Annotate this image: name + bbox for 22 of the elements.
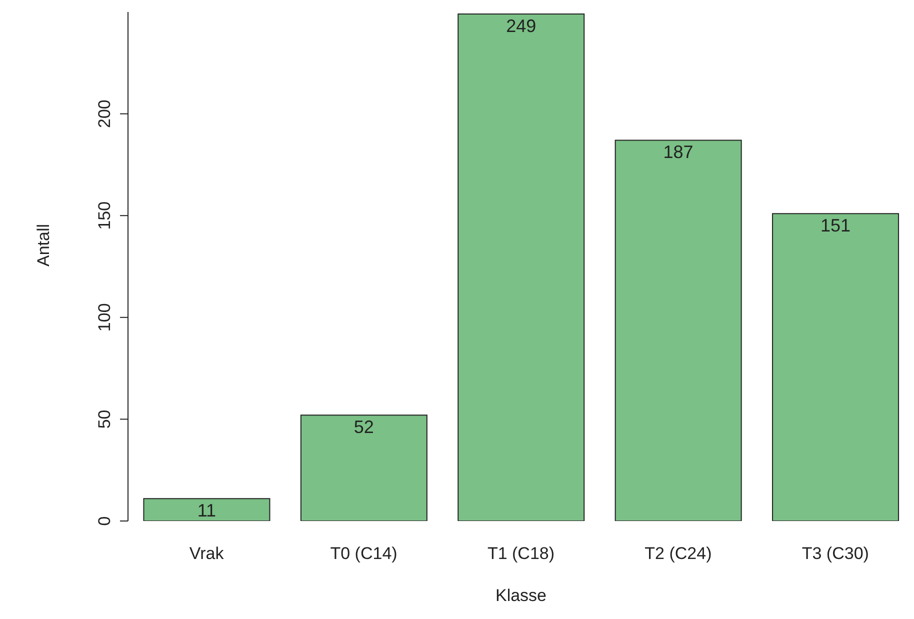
bar: [614, 140, 742, 521]
data-label: 11: [197, 500, 216, 520]
bar: [143, 498, 270, 521]
x-tick-label: T0 (C14): [330, 544, 398, 564]
bar: [300, 414, 428, 521]
bar: [458, 14, 585, 521]
y-tick-label: 200: [95, 100, 114, 128]
data-label: 151: [820, 215, 851, 236]
data-label: 187: [663, 142, 694, 162]
data-label: 52: [354, 416, 374, 437]
data-label: 249: [506, 16, 536, 36]
y-axis-title: Antall: [34, 224, 54, 266]
x-tick-label: T1 (C18): [487, 544, 555, 564]
x-axis-title: Klasse: [495, 586, 547, 605]
x-tick-label: T2 (C24): [644, 544, 712, 564]
y-tick-label: 150: [95, 201, 114, 230]
y-tick-label: 0: [95, 516, 114, 526]
x-tick-label: Vrak: [189, 544, 224, 564]
x-tick-label: T3 (C30): [802, 544, 869, 564]
y-tick-label: 100: [95, 303, 114, 332]
bar: [772, 213, 900, 521]
y-tick-label: 50: [95, 410, 114, 429]
